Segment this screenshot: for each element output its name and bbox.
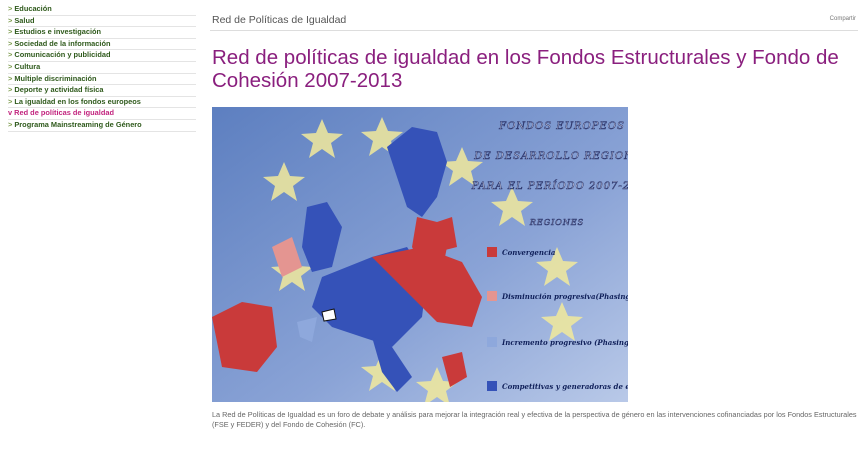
- nav-item[interactable]: Programa Mainstreaming de Género: [8, 120, 196, 132]
- legend-label: Incremento progresivo (Phasing-In): [501, 338, 628, 347]
- map-heading: FONDOS EUROPEOS: [498, 121, 625, 132]
- nav-item[interactable]: Sociedad de la información: [8, 39, 196, 51]
- share-link[interactable]: Compartir: [829, 16, 856, 22]
- nav-item[interactable]: Comunicación y publicidad: [8, 50, 196, 62]
- legend-label: Disminución progresiva(Phasing-Out): [501, 292, 628, 301]
- map-legend: FONDOS EUROPEOS DE DESARROLLO REGIONAL PAR…: [470, 121, 628, 391]
- legend-swatch: [487, 291, 497, 301]
- nav-item[interactable]: Cultura: [8, 62, 196, 74]
- nav-item[interactable]: Estudios e investigación: [8, 27, 196, 39]
- description: La Red de Políticas de Igualdad es un fo…: [212, 410, 857, 429]
- nav-item[interactable]: La igualdad en los fondos europeos: [8, 97, 196, 109]
- nav-item[interactable]: Deporte y actividad física: [8, 85, 196, 97]
- legend-swatch: [487, 247, 497, 257]
- page-title: Red de políticas de igualdad en los Fond…: [212, 46, 839, 92]
- nav-item[interactable]: Salud: [8, 16, 196, 28]
- legend-title: REGIONES: [529, 218, 584, 227]
- legend-label: Convergencia: [502, 248, 556, 257]
- nav-item[interactable]: Multiple discriminación: [8, 74, 196, 86]
- map-heading: PARA EL PERÍODO 2007-2013: [471, 180, 628, 192]
- map-image: FONDOS EUROPEOS DE DESARROLLO REGIONAL PAR…: [212, 107, 628, 402]
- map-regions: [212, 127, 482, 392]
- divider: [210, 30, 858, 31]
- legend-swatch: [487, 337, 497, 347]
- legend-swatch: [487, 381, 497, 391]
- nav-item[interactable]: Red de políticas de igualdad: [8, 108, 196, 120]
- sidebar-nav: EducaciónSaludEstudios e investigaciónSo…: [8, 4, 196, 132]
- legend-label: Competitivas y generadoras de empleo: [502, 382, 628, 391]
- map-heading: DE DESARROLLO REGIONAL: [473, 151, 628, 162]
- nav-item[interactable]: Educación: [8, 4, 196, 16]
- breadcrumb: Red de Políticas de Igualdad: [212, 14, 347, 26]
